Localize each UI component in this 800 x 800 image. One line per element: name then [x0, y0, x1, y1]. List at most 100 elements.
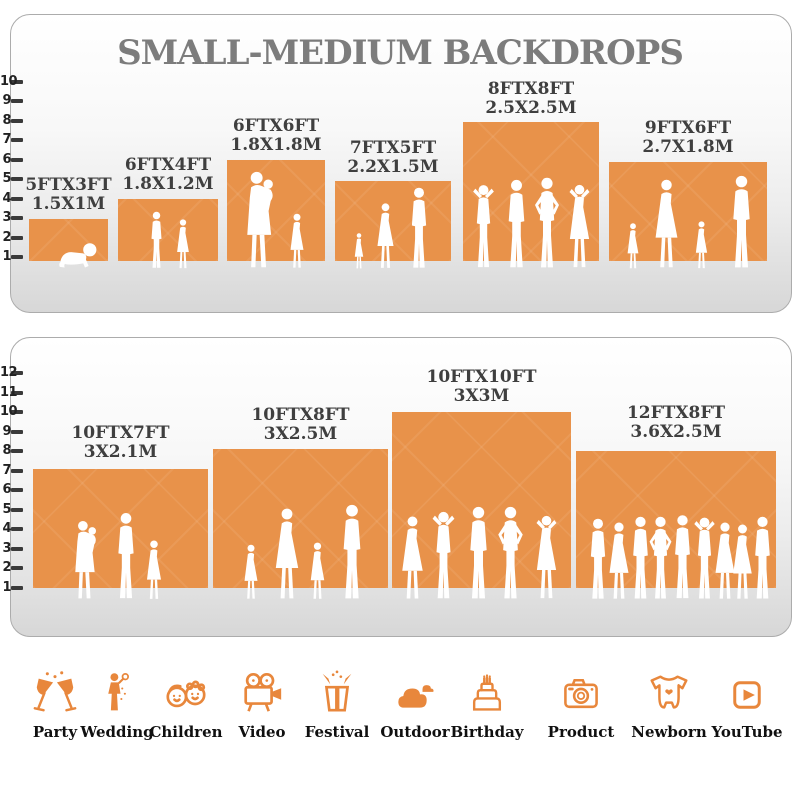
category-product: Product	[533, 668, 629, 741]
ruler-tick-3	[11, 216, 23, 221]
ruler-number-6: 6	[2, 151, 11, 167]
backdrop-size-label: 6FTX4FT 1.8X1.2M	[122, 156, 213, 194]
ruler-tick-9	[11, 99, 23, 104]
category-birthday: Birthday	[439, 668, 535, 741]
category-label: Birthday	[450, 723, 524, 741]
ruler-number-3: 3	[2, 210, 11, 226]
silhouette-man	[401, 187, 437, 269]
ruler-tick-4	[11, 196, 23, 201]
ruler-tick-7	[11, 138, 23, 143]
category-label: Outdoor	[380, 723, 450, 741]
ruler-tick-6	[11, 488, 23, 493]
silhouette-man	[744, 516, 781, 600]
silhouette-woman-baby	[237, 171, 284, 269]
backdrop-9ftx6ft	[609, 162, 767, 261]
size-ft-text: 6FTX4FT	[124, 155, 212, 175]
silhouette-woman	[647, 179, 686, 269]
ruler-number-6: 6	[2, 482, 11, 498]
size-m-text: 2.5X2.5M	[485, 98, 577, 118]
category-label: Newborn	[631, 723, 707, 741]
ruler-tick-4	[11, 527, 23, 532]
backdrop-7ftx5ft	[335, 181, 451, 261]
ruler-number-2: 2	[2, 560, 11, 576]
youtube-icon	[699, 668, 795, 716]
backdrop-size-label: 9FTX6FT 2.7X1.8M	[642, 119, 733, 157]
page-title: SMALL-MEDIUM BACKDROPS	[117, 33, 684, 73]
ruler-number-4: 4	[2, 190, 11, 206]
ruler-tick-10	[11, 410, 23, 415]
size-m-text: 1.5X1M	[31, 194, 106, 214]
category-party: Party	[7, 668, 103, 741]
backdrop-5ftx3ft	[29, 219, 108, 261]
backdrop-size-label: 12FTX8FT 3.6X2.5M	[627, 404, 725, 442]
silhouette-girl	[285, 213, 309, 269]
ruler-tick-5	[11, 177, 23, 182]
ruler-number-4: 4	[2, 521, 11, 537]
silhouette-woman-baby	[67, 520, 105, 600]
wedding-icon	[69, 668, 165, 716]
ruler-number-3: 3	[2, 540, 11, 556]
silhouette-girl	[351, 233, 367, 269]
backdrop-8ftx8ft	[463, 122, 599, 261]
category-outdoor: Outdoor	[367, 668, 463, 741]
category-festival: Festival	[289, 668, 385, 741]
silhouette-baby	[55, 239, 100, 269]
category-label: Product	[547, 723, 615, 741]
category-youtube: YouTube	[699, 668, 795, 741]
ruler-number-2: 2	[2, 229, 11, 245]
ruler-tick-1	[11, 255, 23, 259]
product-icon	[533, 668, 629, 716]
category-children: Children	[138, 668, 234, 741]
ruler-number-11: 11	[0, 384, 18, 400]
backdrop-6ftx4ft	[118, 199, 218, 261]
ruler-tick-6	[11, 157, 23, 162]
ruler-tick-2	[11, 566, 23, 571]
backdrop-size-label: 6FTX6FT 1.8X1.8M	[230, 117, 321, 155]
video-icon	[214, 668, 310, 716]
ruler-number-1: 1	[2, 249, 11, 264]
backdrop-6ftx6ft	[227, 160, 325, 261]
silhouette-girl	[239, 544, 263, 600]
size-m-text: 2.2X1.5M	[347, 157, 439, 177]
silhouette-girl	[623, 223, 643, 269]
silhouette-boy	[144, 211, 169, 269]
festival-icon	[289, 668, 385, 716]
category-video: Video	[214, 668, 310, 741]
outdoor-icon	[367, 668, 463, 716]
category-label: Children	[149, 723, 223, 741]
category-label: Video	[238, 723, 286, 741]
size-ft-text: 5FTX3FT	[25, 175, 112, 195]
birthday-icon	[439, 668, 535, 716]
ruler-number-9: 9	[2, 423, 11, 439]
backdrop-size-label: 8FTX8FT 2.5X2.5M	[485, 80, 576, 118]
backdrop-size-label: 10FTX7FT 3X2.1M	[71, 424, 169, 462]
silhouette-woman-up	[528, 514, 565, 600]
silhouette-woman	[371, 203, 400, 269]
party-icon	[7, 668, 103, 716]
ruler-number-8: 8	[2, 443, 11, 459]
ruler-tick-12	[11, 370, 23, 375]
size-ft-text: 8FTX8FT	[487, 79, 575, 99]
backdrop-size-label: 10FTX10FT 3X3M	[427, 368, 537, 406]
silhouette-man	[721, 175, 762, 269]
backdrop-12ftx8ft	[576, 451, 776, 588]
silhouette-girl	[305, 542, 330, 600]
backdrop-10ftx8ft	[213, 449, 388, 588]
backdrop-size-label: 5FTX3FT 1.5X1M	[25, 176, 111, 214]
ruler-tick-11	[11, 390, 23, 395]
silhouette-girl	[172, 219, 194, 269]
size-ft-text: 10FTX10FT	[426, 367, 537, 387]
category-newborn: Newborn	[621, 668, 717, 741]
silhouette-girl	[141, 540, 167, 600]
ruler-number-7: 7	[2, 462, 11, 478]
ruler-number-5: 5	[2, 171, 11, 187]
category-wedding: Wedding	[69, 668, 165, 741]
backdrop-size-label: 10FTX8FT 3X2.5M	[251, 406, 349, 444]
ruler-tick-1	[11, 586, 23, 590]
ruler-number-8: 8	[2, 112, 11, 128]
ruler-number-7: 7	[2, 132, 11, 148]
backdrop-size-label: 7FTX5FT 2.2X1.5M	[347, 139, 438, 177]
size-ft-text: 6FTX6FT	[232, 116, 320, 136]
size-ft-text: 10FTX8FT	[251, 405, 350, 425]
